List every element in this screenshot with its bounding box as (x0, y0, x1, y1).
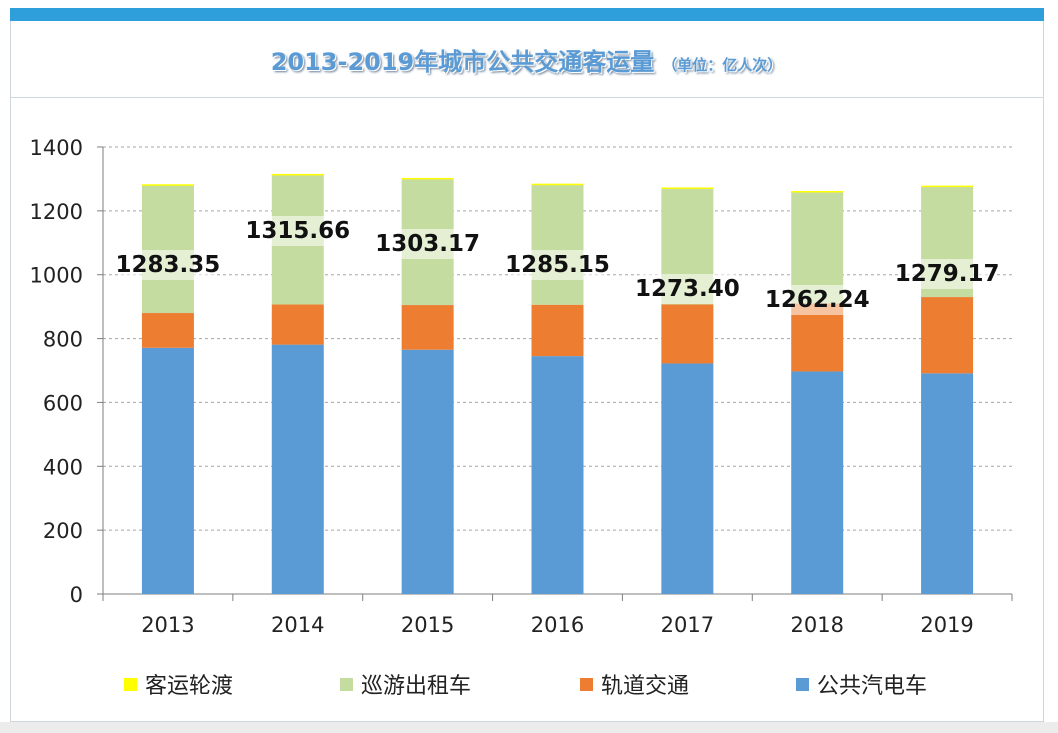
bar-segment-4 (531, 183, 584, 186)
bar-segment-4 (141, 184, 194, 186)
y-tick-label: 200 (43, 519, 83, 543)
data-label-total: 1273.40 (635, 276, 740, 302)
legend-label-rail: 轨道交通 (601, 674, 690, 699)
legend-swatch-rail (580, 677, 593, 691)
data-label-total: 1303.17 (375, 231, 480, 257)
title-band: 2013-2019年城市公共交通客运量 （单位：亿人次） (10, 21, 1043, 98)
data-label-backdrop (119, 250, 216, 280)
data-label-total: 1279.17 (895, 261, 1000, 287)
bar-segment-2 (661, 304, 714, 364)
bar-segment-2 (141, 313, 194, 348)
x-tick-label: 2013 (141, 613, 194, 637)
x-tick-label: 2019 (920, 613, 973, 637)
bar-segment-4 (791, 190, 844, 193)
data-label-backdrop (509, 250, 606, 280)
x-tick-label: 2017 (661, 613, 714, 637)
y-tick-label: 800 (43, 328, 83, 352)
x-tick-label: 2018 (790, 613, 843, 637)
chart-title: 2013-2019年城市公共交通客运量 （单位：亿人次） (271, 42, 783, 77)
legend-label-bus: 公共汽电车 (817, 674, 928, 699)
bar-segment-1 (141, 347, 194, 594)
y-tick-label: 1200 (30, 200, 83, 224)
legend-label-taxi: 巡游出租车 (361, 674, 472, 699)
bar-segment-1 (791, 371, 844, 594)
bar-segment-2 (271, 304, 324, 345)
bar-segment-3 (531, 184, 584, 305)
x-tick-label: 2014 (271, 613, 324, 637)
data-label-total: 1262.24 (765, 287, 870, 313)
bar-segment-4 (921, 185, 974, 188)
y-tick-label: 0 (70, 583, 83, 607)
top-accent-bar (0, 0, 1058, 21)
bar-segment-1 (921, 373, 974, 594)
y-tick-label: 400 (43, 455, 83, 479)
legend-label-ferry: 客运轮渡 (145, 674, 234, 699)
legend-swatch-ferry (124, 677, 137, 691)
chart-title-main: 2013-2019年城市公共交通客运量 (270, 47, 655, 76)
data-label-total: 1283.35 (116, 252, 221, 278)
bar-segment-4 (661, 187, 714, 189)
chart-title-unit: （单位：亿人次） (662, 55, 783, 74)
bar-segment-2 (401, 305, 454, 350)
bar-segment-3 (791, 191, 844, 304)
data-label-total: 1315.66 (245, 218, 350, 244)
bar-segment-1 (401, 349, 454, 594)
bar-segment-4 (401, 177, 454, 180)
legend-item-rail: 轨道交通 (580, 668, 689, 700)
x-tick-label: 2016 (531, 613, 584, 637)
data-label-total: 1285.15 (505, 252, 610, 278)
bar-segment-1 (271, 344, 324, 594)
bar-segment-2 (921, 297, 974, 374)
bar-segment-1 (661, 363, 714, 594)
x-tick-label: 2015 (401, 613, 454, 637)
bar-segment-1 (531, 356, 584, 594)
data-label-backdrop (249, 216, 346, 246)
data-label-backdrop (769, 285, 866, 315)
legend-item-taxi: 巡游出租车 (340, 668, 471, 700)
legend-swatch-bus (796, 677, 809, 691)
bar-segment-2 (531, 304, 584, 357)
chart-legend: 客运轮渡 巡游出租车 轨道交通 公共汽电车 (0, 668, 1058, 700)
legend-item-ferry: 客运轮渡 (124, 668, 233, 700)
data-label-backdrop (379, 229, 476, 259)
data-label-backdrop (639, 274, 736, 304)
y-tick-label: 1400 (30, 136, 83, 160)
data-label-backdrop (899, 259, 996, 289)
y-tick-label: 600 (43, 391, 83, 415)
legend-swatch-taxi (340, 677, 353, 691)
bar-segment-3 (141, 184, 194, 314)
bottom-strip (0, 722, 1058, 733)
legend-item-bus: 公共汽电车 (796, 668, 927, 700)
bar-segment-4 (271, 173, 324, 176)
y-tick-label: 1000 (30, 264, 83, 288)
